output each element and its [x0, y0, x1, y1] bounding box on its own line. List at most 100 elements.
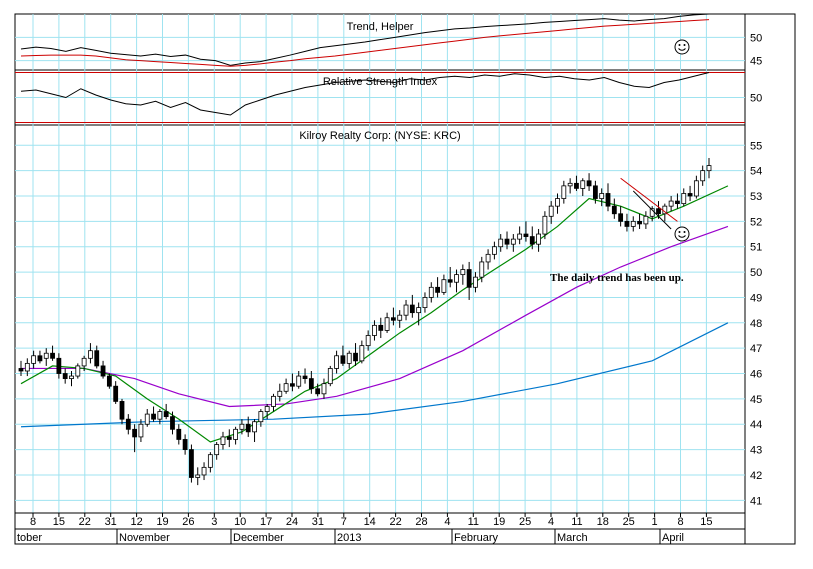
candle-body	[618, 213, 624, 222]
candle-body	[378, 324, 384, 331]
y-tick-label: 53	[750, 191, 762, 203]
candle	[201, 462, 207, 481]
candle	[517, 226, 523, 245]
trend-y-tick-label: 50	[750, 32, 762, 44]
candle-body	[31, 355, 37, 364]
moving-average-layer	[20, 185, 729, 443]
candle-body	[391, 317, 396, 321]
candle-body	[201, 466, 207, 476]
candle-body	[567, 182, 573, 187]
candle	[643, 211, 649, 229]
month-label: March	[557, 532, 588, 544]
candle-body	[283, 383, 289, 392]
candle-body	[409, 304, 415, 314]
candle	[706, 157, 712, 179]
candle	[195, 467, 201, 486]
candle-body	[605, 193, 611, 207]
candle-body	[138, 423, 144, 438]
smiley-icon	[674, 226, 690, 242]
candle	[580, 178, 586, 197]
y-tick-label: 44	[750, 419, 762, 431]
candle	[56, 353, 62, 379]
month-label: April	[662, 532, 684, 544]
x-tick-label: 11	[571, 516, 582, 528]
candle	[233, 426, 239, 445]
candle-body	[37, 355, 43, 362]
candle-body	[555, 198, 560, 207]
candle	[290, 373, 295, 392]
x-tick-label: 19	[493, 516, 505, 528]
candle-body	[668, 200, 674, 207]
candle	[125, 414, 131, 435]
candle-body	[43, 352, 49, 359]
candle	[163, 403, 169, 420]
candle	[460, 264, 466, 285]
candle-body	[296, 375, 302, 387]
candle	[693, 175, 699, 199]
candle-body	[94, 350, 100, 367]
candle	[372, 320, 377, 341]
price-panel-title: Kilroy Realty Corp: (NYSE: KRC)	[299, 130, 460, 142]
candle-body	[700, 170, 706, 182]
candle	[353, 343, 358, 366]
candle-body	[580, 180, 586, 189]
candle	[100, 360, 106, 379]
candle-body	[144, 413, 150, 425]
grid-layer	[15, 14, 745, 513]
candle-body	[176, 428, 182, 440]
candle-body	[252, 421, 257, 433]
candle	[31, 350, 37, 369]
candle	[62, 368, 68, 384]
candle	[586, 173, 592, 191]
y-tick-label: 55	[750, 140, 762, 152]
candle-body	[416, 307, 422, 314]
candle	[675, 193, 680, 209]
candle-body	[586, 180, 592, 187]
chart-frame	[14, 13, 796, 545]
candle	[618, 206, 624, 227]
candle-body	[574, 182, 579, 189]
candle-body	[106, 375, 112, 387]
candle	[409, 294, 415, 318]
candle	[182, 434, 188, 455]
candle-body	[264, 406, 270, 412]
candle-body	[258, 411, 264, 423]
candle	[69, 370, 74, 387]
candle-body	[422, 297, 428, 308]
candle	[144, 409, 150, 427]
candle	[334, 350, 339, 374]
candle-body	[510, 238, 516, 245]
candle	[327, 365, 333, 387]
rsi-panel-title: Relative Strength Index	[323, 76, 438, 88]
y-tick-label: 45	[750, 394, 762, 406]
candle-body	[277, 390, 283, 397]
candle-body	[189, 449, 194, 478]
candle	[75, 363, 81, 379]
trend-panel-title: Trend, Helper	[347, 21, 414, 33]
candle	[637, 213, 642, 229]
candle	[214, 441, 220, 460]
candle-body	[340, 355, 346, 364]
candle-body	[372, 324, 377, 336]
candle-body	[536, 233, 541, 245]
y-tick-label: 49	[750, 292, 762, 304]
candle-body	[447, 279, 453, 283]
candle	[226, 429, 232, 448]
rsi-layer	[20, 72, 710, 116]
x-tick-label: 15	[700, 516, 712, 528]
candle	[447, 267, 453, 288]
y-tick-label: 47	[750, 343, 762, 355]
candle	[529, 226, 535, 250]
candle-body	[454, 274, 459, 283]
x-axis-band	[14, 512, 746, 530]
x-tick-label: 24	[286, 516, 298, 528]
candle-body	[428, 286, 434, 298]
candle-body	[643, 215, 649, 225]
candle-body	[523, 233, 529, 237]
candle	[94, 345, 100, 369]
candle-body	[245, 423, 251, 433]
candle-body	[359, 345, 365, 362]
candle-body	[529, 236, 535, 245]
month-label: tober	[17, 532, 42, 544]
